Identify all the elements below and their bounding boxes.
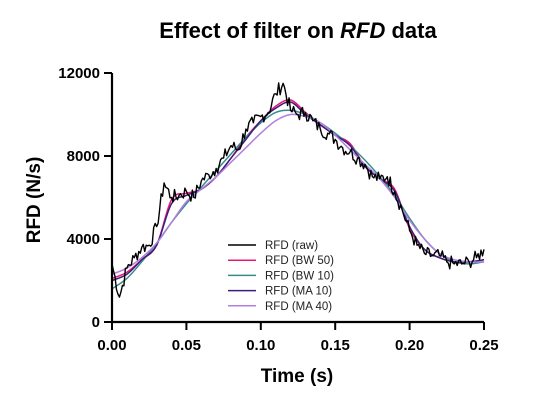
series-line-rfd-ma-10 [111, 101, 485, 282]
x-ticks: 0.00 0.05 0.10 0.15 0.20 0.25 [97, 322, 499, 354]
y-tick-label: 0 [92, 314, 100, 331]
x-tick-label: 0.15 [321, 337, 350, 354]
y-tick-label: 4000 [67, 231, 100, 248]
x-tick-label: 0.20 [395, 337, 424, 354]
legend-label: RFD (BW 50) [265, 255, 334, 267]
y-ticks: 0 4000 8000 12000 [58, 65, 112, 331]
x-tick-label: 0.00 [97, 337, 126, 354]
chart-title: Effect of filter on RFD data [159, 18, 437, 43]
legend-label: RFD (raw) [265, 240, 318, 252]
legend-label: RFD (MA 10) [265, 286, 332, 298]
y-axis-label: RFD (N/s) [24, 157, 45, 244]
y-tick-label: 12000 [58, 65, 100, 82]
legend-label: RFD (BW 10) [265, 270, 334, 282]
x-tick-label: 0.10 [246, 337, 275, 354]
x-axis-label: Time (s) [261, 366, 334, 387]
x-tick-label: 0.25 [469, 337, 498, 354]
x-tick-label: 0.05 [172, 337, 201, 354]
legend-label: RFD (MA 40) [265, 301, 332, 313]
legend: RFD (raw) RFD (BW 50) RFD (BW 10) RFD (MA 1… [228, 240, 334, 313]
y-tick-label: 8000 [67, 148, 100, 165]
series-group [111, 82, 485, 298]
series-line-rfd-raw [111, 82, 485, 298]
